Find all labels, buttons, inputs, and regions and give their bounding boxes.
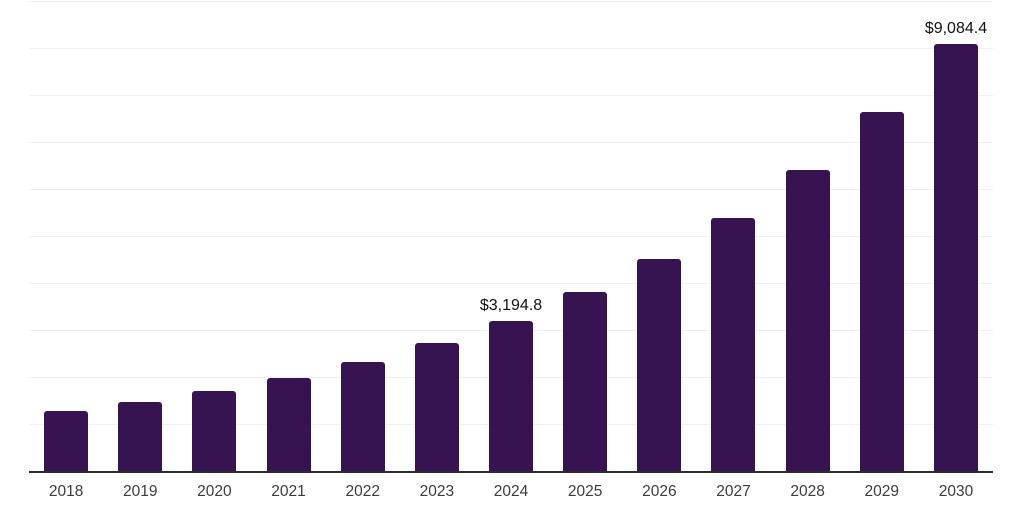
x-tick-2023: 2023 [419, 483, 455, 500]
bar-slot-2027 [696, 1, 770, 471]
bar-2021[interactable] [266, 378, 311, 471]
plot-area: $3,194.8 $9,084.4 [29, 1, 993, 473]
bar-2018[interactable] [44, 410, 89, 471]
bar-slot-2030: $9,084.4 [919, 1, 993, 471]
bar-2030[interactable] [933, 44, 978, 471]
bar-2027[interactable] [711, 217, 756, 471]
bar-slot-2026 [622, 1, 696, 471]
bar-slot-2022 [326, 1, 400, 471]
x-tick-2020: 2020 [197, 483, 232, 500]
bar-slot-2020 [177, 1, 251, 471]
bar-slot-2025 [548, 1, 622, 471]
bar-slot-2029 [845, 1, 919, 471]
x-tick-2025: 2025 [567, 483, 603, 500]
bar-2025[interactable] [563, 292, 608, 471]
bar-slot-2021 [251, 1, 325, 471]
x-tick-2028: 2028 [790, 483, 825, 500]
gridline-6000 [29, 189, 993, 190]
gridline-4000 [29, 283, 993, 284]
x-tick-2029: 2029 [864, 483, 900, 500]
x-tick-2030: 2030 [938, 483, 974, 500]
bar-2019[interactable] [118, 401, 163, 471]
bars-container: $3,194.8 $9,084.4 [29, 1, 993, 471]
gridline-5000 [29, 236, 993, 237]
bar-2022[interactable] [340, 361, 385, 471]
bar-2024[interactable] [489, 320, 534, 471]
bar-2026[interactable] [637, 258, 682, 471]
bar-slot-2023 [400, 1, 474, 471]
bar-2028[interactable] [785, 169, 830, 471]
x-tick-2018: 2018 [48, 483, 84, 500]
gridline-7000 [29, 142, 993, 143]
bar-2023[interactable] [414, 342, 459, 471]
x-axis-tick-labels: 2018 2019 2020 2021 2022 2023 2024 2025 2026 2027… [29, 483, 993, 501]
bar-slot-2018 [29, 1, 103, 471]
x-tick-2019: 2019 [122, 483, 158, 500]
x-tick-2024: 2024 [493, 483, 529, 500]
x-tick-2026: 2026 [642, 483, 677, 500]
bar-slot-2024: $3,194.8 [474, 1, 548, 471]
bar-2020[interactable] [192, 390, 237, 471]
value-label-2030: $9,084.4 [924, 20, 988, 38]
bar-2029[interactable] [859, 112, 904, 471]
x-tick-2022: 2022 [345, 483, 380, 500]
bar-slot-2019 [103, 1, 177, 471]
value-label-2024: $3,194.8 [479, 296, 543, 314]
x-tick-2021: 2021 [271, 483, 306, 500]
x-tick-2027: 2027 [716, 483, 751, 500]
gridline-10000 [29, 1, 993, 2]
bar-slot-2028 [771, 1, 845, 471]
gridline-9000 [29, 48, 993, 49]
gridline-8000 [29, 95, 993, 96]
